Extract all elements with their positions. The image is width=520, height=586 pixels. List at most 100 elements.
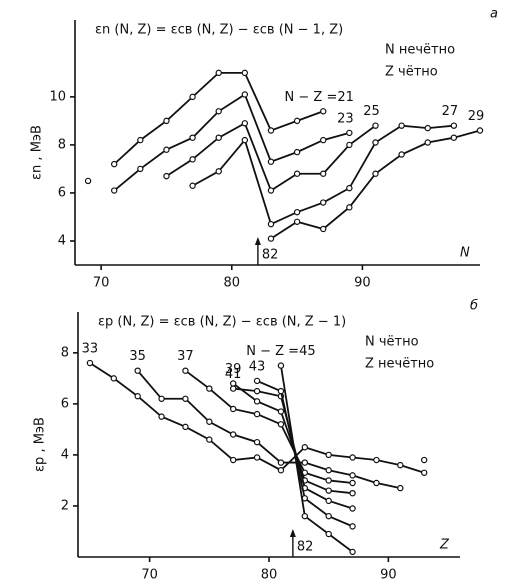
data-point xyxy=(229,456,237,464)
data-point xyxy=(301,512,309,520)
y-tick-label: 2 xyxy=(61,498,69,513)
series-label: 43 xyxy=(249,359,266,374)
y-tick-label: 10 xyxy=(49,89,66,104)
data-point xyxy=(325,467,332,474)
series-line xyxy=(184,369,353,484)
data-point xyxy=(253,377,261,385)
note: Z нечётно xyxy=(365,357,434,372)
data-point xyxy=(325,530,332,538)
data-point xyxy=(110,375,118,382)
arrow-head xyxy=(254,237,261,245)
data-point xyxy=(372,170,379,177)
x-tick-label: 90 xyxy=(380,568,397,583)
data-point xyxy=(373,456,380,464)
x-tick-label: 70 xyxy=(93,276,110,291)
data-point xyxy=(349,505,356,512)
data-point xyxy=(320,136,327,144)
arrow-label: 82 xyxy=(262,248,279,263)
data-point xyxy=(301,459,309,466)
data-point xyxy=(346,184,353,192)
data-point xyxy=(346,141,353,149)
data-point xyxy=(320,108,327,115)
data-point xyxy=(346,129,353,137)
data-point xyxy=(420,469,428,476)
data-point xyxy=(476,127,484,134)
data-point xyxy=(372,139,379,146)
data-point xyxy=(301,444,309,451)
data-point xyxy=(215,108,222,115)
data-point xyxy=(182,395,189,402)
data-point xyxy=(320,170,327,177)
data-point xyxy=(206,436,213,443)
data-point xyxy=(253,410,261,418)
series-label: 25 xyxy=(363,104,380,119)
y-tick-label: 8 xyxy=(58,137,66,152)
data-point xyxy=(241,69,249,77)
data-point xyxy=(137,165,144,173)
data-point xyxy=(349,548,356,556)
series-label: 29 xyxy=(468,109,485,124)
data-point xyxy=(134,367,141,374)
data-point xyxy=(182,367,189,374)
series-label: 35 xyxy=(129,349,146,364)
data-point xyxy=(293,148,301,156)
data-point xyxy=(320,199,327,206)
data-point xyxy=(182,423,189,431)
x-tick-label: 70 xyxy=(141,568,158,583)
data-point xyxy=(398,151,405,158)
data-point xyxy=(397,461,404,469)
series-line xyxy=(113,71,324,165)
data-point xyxy=(424,124,431,132)
data-point xyxy=(229,405,237,413)
data-point xyxy=(189,93,196,101)
data-point xyxy=(450,134,458,141)
series-label: 27 xyxy=(442,104,459,119)
data-point xyxy=(277,362,285,369)
x-axis-label: N xyxy=(460,246,470,261)
data-point xyxy=(267,187,275,194)
panel-letter: а xyxy=(490,7,498,22)
series-label: 33 xyxy=(82,342,99,357)
data-point xyxy=(398,122,405,129)
data-point xyxy=(372,122,379,129)
data-point xyxy=(267,235,275,242)
series-line xyxy=(113,93,350,192)
note: Z чётно xyxy=(385,65,438,80)
data-point xyxy=(253,454,261,461)
series-line xyxy=(280,365,354,553)
series-line xyxy=(270,129,481,240)
data-point xyxy=(137,136,144,144)
data-point xyxy=(215,69,222,77)
note: N нечётно xyxy=(385,43,455,58)
data-point xyxy=(349,523,356,530)
data-point xyxy=(241,136,249,144)
data-point xyxy=(86,359,94,367)
data-point xyxy=(424,139,431,146)
data-point xyxy=(293,208,301,216)
chart-title: εp (N, Z) = εсв (N, Z) − εсв (N, Z − 1) xyxy=(98,315,346,330)
data-point xyxy=(163,146,170,153)
data-point xyxy=(349,454,356,461)
data-point xyxy=(241,91,249,98)
data-point xyxy=(325,497,332,505)
data-point xyxy=(277,421,285,428)
series-label: 37 xyxy=(177,349,194,364)
data-point xyxy=(320,225,327,233)
data-point xyxy=(277,408,285,415)
data-point xyxy=(397,484,404,492)
y-axis-label: εp , МэВ xyxy=(33,417,48,472)
y-axis-label: εn , МэВ xyxy=(30,125,45,180)
data-point xyxy=(163,172,170,180)
series-line xyxy=(137,370,401,489)
data-point xyxy=(373,479,380,487)
data-point xyxy=(110,187,118,194)
data-point xyxy=(229,431,237,438)
data-point xyxy=(206,418,213,425)
data-point xyxy=(215,134,222,141)
panel-letter: б xyxy=(470,299,478,314)
data-point xyxy=(346,204,353,211)
y-tick-label: 4 xyxy=(58,233,66,248)
data-point xyxy=(325,477,332,484)
x-tick-label: 90 xyxy=(354,276,371,291)
